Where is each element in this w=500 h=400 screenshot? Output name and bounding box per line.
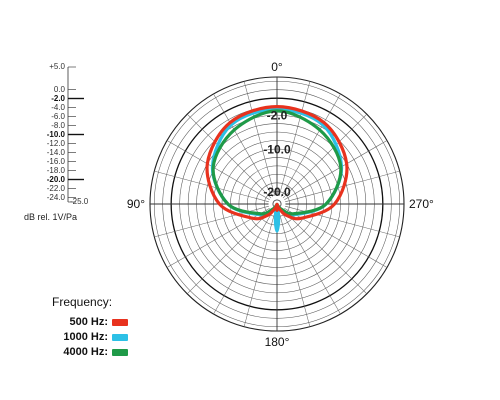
grid-spoke (187, 114, 272, 199)
grid-spoke (282, 209, 367, 294)
polar-series (205, 105, 349, 233)
scale-tick-label: -6.0 (51, 111, 65, 121)
legend-swatch (112, 348, 128, 356)
ring-label: -10.0 (263, 143, 291, 157)
legend: Frequency: 500 Hz: 1000 Hz: 4000 Hz: (52, 295, 128, 360)
angle-label: 90° (127, 197, 145, 211)
legend-swatch (112, 333, 128, 341)
grid-spoke (187, 209, 272, 294)
grid-spoke (278, 81, 311, 196)
series-line-500hz (205, 105, 349, 221)
grid-spoke (282, 114, 367, 199)
grid-spoke (280, 93, 341, 197)
scale-tick-label: -22.0 (46, 183, 65, 193)
scale-tick-label: -18.0 (46, 165, 65, 175)
legend-label: 1000 Hz: (63, 331, 108, 343)
legend-item: 500 Hz: (52, 315, 128, 329)
grid-spoke (213, 93, 274, 197)
legend-item: 4000 Hz: (52, 345, 128, 359)
grid-spoke (284, 140, 388, 201)
scale-tick-label: -4.0 (51, 102, 65, 112)
legend-items: 500 Hz: 1000 Hz: 4000 Hz: (52, 315, 128, 359)
scale-tick-label: -16.0 (46, 156, 65, 166)
grid-spoke (166, 140, 270, 201)
grid-spoke (243, 212, 276, 327)
ring-labels: -2.0 -10.0 -20.0 (263, 109, 291, 199)
scale-tick-label: -25.0 (70, 197, 89, 206)
legend-label: 500 Hz: (69, 316, 108, 328)
polar-grid (149, 76, 405, 332)
ring-label: -20.0 (263, 185, 291, 199)
angle-label: 0° (271, 60, 283, 74)
scale-tick-label: 0.0 (53, 84, 65, 94)
scale-tick-label: -24.0 (46, 192, 65, 202)
scale-tick-label: -8.0 (51, 120, 65, 130)
ring-label: -2.0 (267, 109, 288, 123)
grid-spoke (243, 81, 276, 196)
scale-tick-label: -2.0 (51, 93, 65, 103)
grid-spoke (280, 211, 341, 315)
legend-label: 4000 Hz: (63, 346, 108, 358)
angle-labels: 0° 90° 180° 270° (127, 60, 434, 349)
grid-spoke (278, 212, 311, 327)
unit-label: dB rel. 1V/Pa (24, 212, 78, 222)
legend-item: 1000 Hz: (52, 330, 128, 344)
scale-tick-label: -12.0 (46, 138, 65, 148)
scale-tick-label: -20.0 (46, 174, 65, 184)
legend-title: Frequency: (52, 295, 113, 309)
scale-tick-label: -14.0 (46, 147, 65, 157)
scale-tick-label: +5.0 (49, 62, 65, 71)
legend-swatch (112, 318, 128, 326)
db-scale (67, 66, 84, 203)
grid-spoke (213, 211, 274, 315)
angle-label: 270° (409, 197, 434, 211)
scale-tick-label: -10.0 (46, 129, 65, 139)
angle-label: 180° (265, 335, 290, 349)
